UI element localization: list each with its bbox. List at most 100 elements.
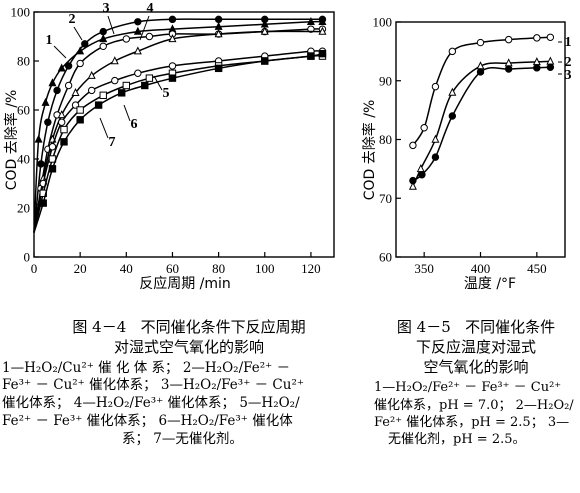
chart-4-5-axes: 350 400 450 60 70 80 90 100 [373,15,566,276]
caption-4-5-title: 图 4－5 不同催化条件 [374,318,578,338]
caption-4-5-title-line2: 下反应温度对湿式 [415,337,536,356]
data-point [57,118,66,126]
series-line-2 [412,60,551,187]
curve-label-2: 2 [69,12,76,27]
curve-label-6: 6 [131,117,138,132]
series-line-2 [33,18,323,233]
y-tick-label: 80 [379,132,392,147]
x-tick-label: 60 [166,261,179,276]
x-tick-label: 450 [527,261,547,276]
legend-line: 1—H₂O₂/Cu²⁺ 催 化 体 系； 2—H₂O₂/Fe²⁺ － [2,359,291,376]
curve-label-leader [153,75,163,91]
y-tick-label: 40 [17,152,30,167]
series-line-6 [33,54,323,233]
data-point [99,42,107,50]
curve-label-3: 3 [565,68,572,83]
data-point [122,35,131,43]
legend-line: Fe²⁺ 催化体系，pH = 2.5； 3— [374,414,570,430]
x-tick-label: 40 [120,261,133,276]
caption-4-4-legend: 1—H₂O₂/Cu²⁺ 催 化 体 系； 2—H₂O₂/Fe²⁺ － Fe³⁺ … [2,360,376,449]
data-point [318,15,327,24]
chart-4-4-series: 1 2 3 4 5 67 [33,1,327,233]
data-point [431,153,440,161]
x-tick-label: 350 [414,261,434,276]
data-point [99,27,107,36]
curve-label-leader [123,104,131,122]
legend-line: 系； 7—无催化剂。 [122,430,243,447]
data-point [122,81,131,90]
caption-4-4-title-line1: 不同催化条件下反应周期 [140,318,306,336]
data-point [533,34,541,42]
data-point [133,26,142,35]
data-point [420,124,428,132]
x-tick-label: 80 [212,261,225,276]
data-point [133,46,142,55]
data-point [134,69,142,77]
chart-4-5-series: 1 23 [408,33,572,190]
chart-4-4: 0 20 40 60 80 100 120 0 20 40 60 80 100 1 2 3 4 5 67 反应周期… [3,1,335,292]
chart-4-5: 350 400 450 60 70 80 90 100 1 23 温度 /°F COD 去除率 … [361,15,572,293]
chart-4-4-ylabel: COD 去除率 /% [3,90,20,191]
data-point [448,87,457,96]
data-point [87,70,96,79]
data-point [57,110,66,119]
data-point [318,49,327,58]
data-point [76,106,84,114]
data-point [110,56,119,65]
data-point [168,34,177,43]
data-point [64,62,73,70]
data-point [34,134,43,143]
data-point [168,62,177,70]
data-point [57,63,66,72]
data-point [448,47,457,56]
legend-line: 催化体系； 4—H₂O₂/Fe³⁺ 催化体系； 5—H₂O₂/ [2,395,300,412]
caption-4-4-title: 图 4－4 不同催化条件下反应周期 [2,318,376,338]
curve-label-leader [107,15,115,35]
data-point [117,89,126,97]
caption-4-5: 图 4－5 不同催化条件 下反应温度对湿式 空气氧化的影响 1—H₂O₂/Fe²… [374,318,578,448]
legend-line: 无催化剂，pH = 2.5。 [388,431,526,447]
data-point [476,38,485,47]
data-point [48,143,57,151]
data-point [318,26,327,35]
data-point [546,33,555,41]
data-point [99,91,107,99]
data-point [111,76,119,85]
legend-line: Fe³⁺ － Cu²⁺ 催化体系； 3—H₂O₂/Fe³⁺ － Cu²⁺ [2,377,304,394]
data-point [71,88,80,97]
curve-label-5: 5 [163,86,170,101]
legend-line: 催化体系，pH = 7.0； 2—H₂O₂/ [374,397,574,413]
caption-4-5-title-line3: 空气氧化的影响 [423,357,529,376]
data-point [261,15,269,24]
data-point [39,199,47,207]
x-tick-label: 0 [31,261,38,276]
data-point [145,74,154,82]
data-point [504,35,513,44]
data-point [37,160,45,168]
curve-label-leader [139,15,150,41]
caption-4-5-figure-no: 图 4－5 [396,318,451,336]
x-tick-label: 20 [74,261,87,276]
series-4: 4 [33,1,327,233]
chart-4-5-ylabel: COD 去除率 /% [361,100,378,201]
y-tick-label: 100 [373,15,393,30]
x-tick-label: 100 [255,261,275,276]
data-point [260,26,269,35]
legend-line: 1—H₂O₂/Fe²⁺ － Fe³⁺ － Cu²⁺ [374,380,562,396]
data-point [408,181,417,190]
data-point [141,81,149,90]
curve-label-7: 7 [109,135,116,150]
y-tick-label: 70 [379,191,392,206]
series-line-7 [33,52,323,233]
y-tick-label: 60 [379,250,392,265]
data-point [431,82,440,91]
series-3: 3 [409,63,572,185]
data-point [448,112,457,120]
data-point [476,68,485,76]
data-point [307,25,315,33]
y-tick-label: 60 [17,103,30,118]
data-point [546,63,555,71]
series-5: 5 [33,47,327,233]
series-7: 7 [33,49,327,233]
